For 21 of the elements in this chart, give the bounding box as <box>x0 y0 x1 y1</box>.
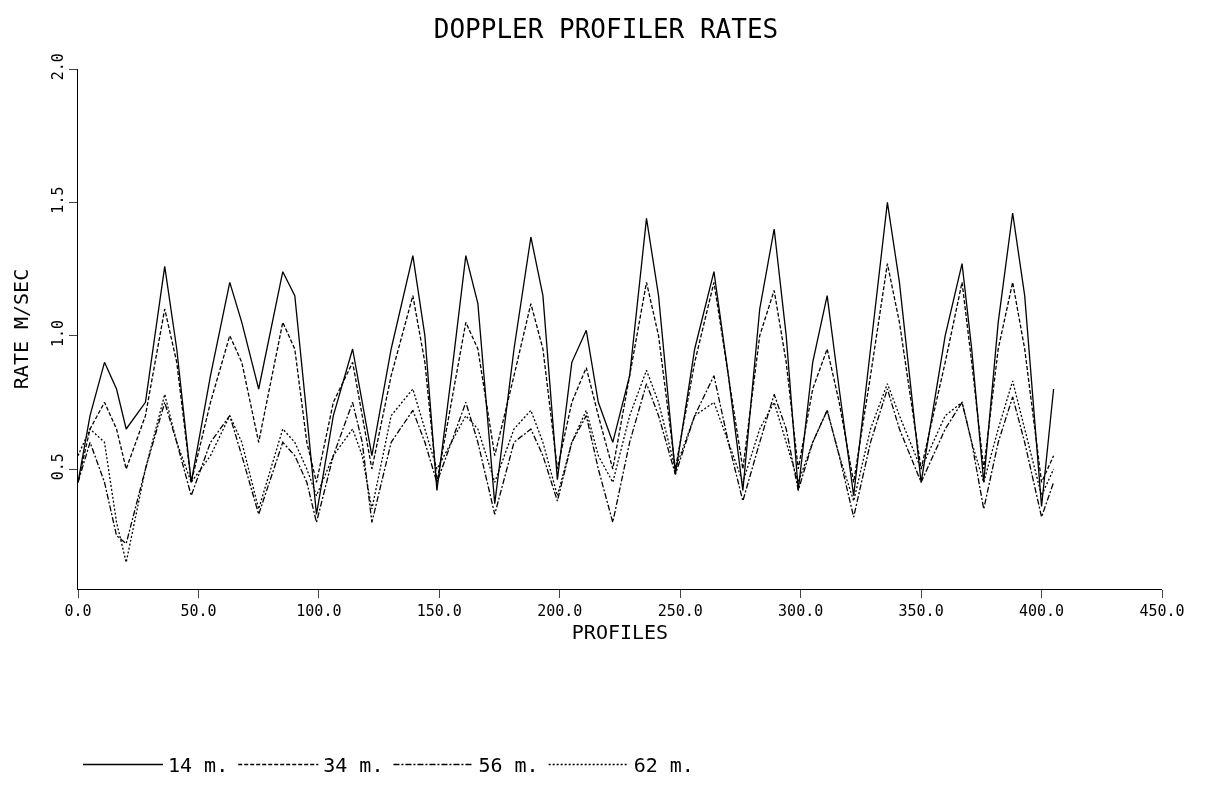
legend-label: 62 m. <box>633 753 694 778</box>
y-tick-label: 0.5 <box>49 453 67 481</box>
x-axis-title: PROFILES <box>571 620 669 644</box>
legend-label: 14 m. <box>168 753 229 778</box>
x-tick-label: 100.0 <box>296 602 342 620</box>
legend-label: 34 m. <box>323 753 384 778</box>
y-tick-label: 2.0 <box>49 53 67 81</box>
x-tick-label: 400.0 <box>1018 602 1065 620</box>
x-tick-label: 50.0 <box>180 602 217 620</box>
x-tick-label: 250.0 <box>657 602 703 620</box>
chart-title: DOPPLER PROFILER RATES <box>433 14 779 45</box>
y-tick-label: 1.5 <box>49 186 67 214</box>
y-tick-label: 1.0 <box>49 319 67 347</box>
x-tick-label: 150.0 <box>416 602 462 620</box>
x-tick-label: 0.0 <box>64 602 92 620</box>
legend-label: 56 m. <box>478 753 539 778</box>
x-tick-label: 200.0 <box>537 602 583 620</box>
x-tick-label: 300.0 <box>778 602 824 620</box>
y-axis-title: RATE M/SEC <box>8 268 33 390</box>
x-tick-label: 350.0 <box>898 602 944 620</box>
x-tick-label: 450.0 <box>1139 602 1185 620</box>
